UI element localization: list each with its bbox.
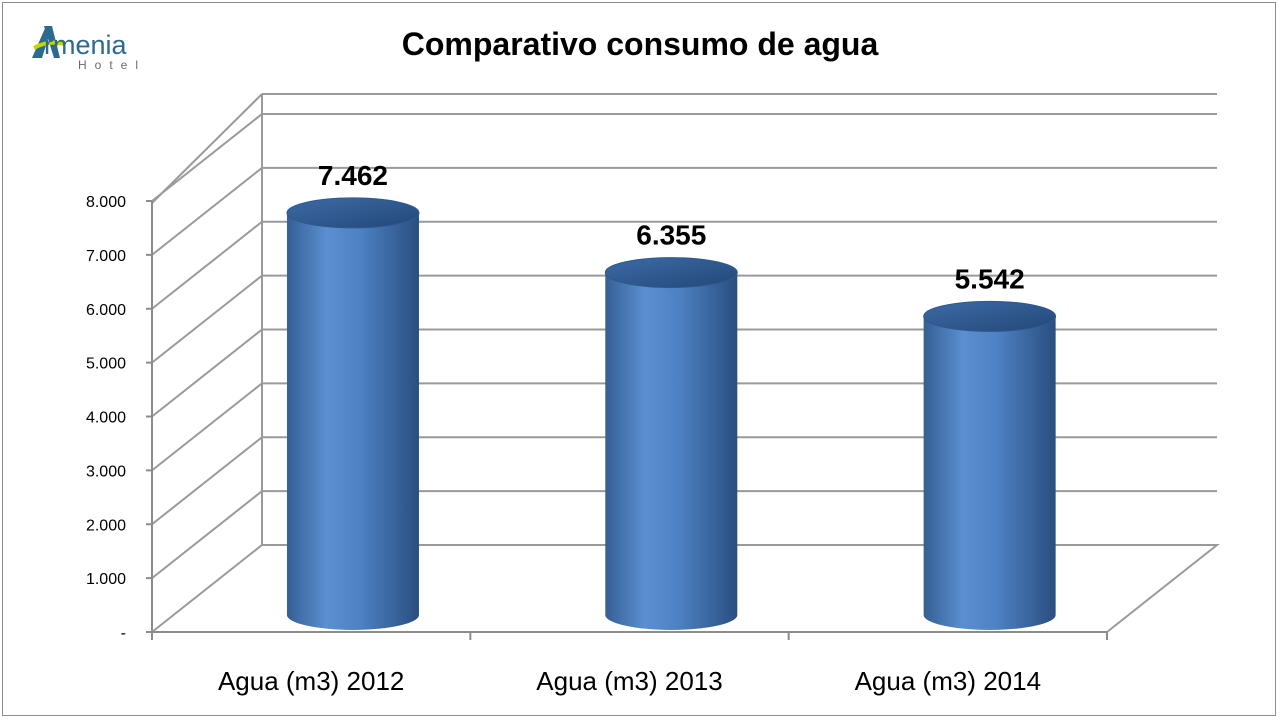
bar-top: [923, 300, 1057, 332]
chart-title: Comparativo consumo de agua: [401, 26, 879, 62]
bar-value-label: 6.355: [636, 220, 706, 251]
y-tick-label: -: [121, 625, 126, 642]
x-axis-labels: Agua (m3) 2012 Agua (m3) 2013 Agua (m3) 20…: [218, 666, 1041, 696]
gridline: [151, 166, 1217, 256]
bar: [923, 300, 1057, 630]
gridlines: [151, 113, 1217, 579]
gridline: [151, 328, 1217, 418]
y-tick-label: 1.000: [86, 571, 126, 588]
bar-body: [286, 212, 419, 630]
gridline: [151, 490, 1217, 579]
bar-body: [605, 272, 738, 630]
y-tick-label: 4.000: [86, 410, 126, 427]
bars: 7.462 6.355 5.542: [286, 160, 1057, 630]
bar: [604, 257, 738, 630]
bar-body: [923, 316, 1056, 630]
bar: [286, 197, 420, 630]
bar-value-label: 7.462: [318, 160, 388, 191]
bar-top: [286, 197, 420, 229]
y-tick-label: 6.000: [86, 302, 126, 319]
logo-subtitle: Hotel: [78, 58, 147, 72]
x-tick-label: Agua (m3) 2014: [855, 666, 1041, 696]
hotel-logo: rmenia Hotel: [30, 20, 180, 80]
floor-outline: [151, 544, 1220, 633]
bar-top: [604, 257, 738, 289]
gridline: [151, 436, 1217, 526]
logo-a-icon: [32, 26, 65, 58]
y-tick-label: 2.000: [86, 517, 126, 534]
y-tick-label: 5.000: [86, 356, 126, 373]
gridline: [151, 113, 1217, 202]
y-axis-ticks: - 1.000 2.000 3.000 4.000 5.000 6.000 7.000 8.00…: [86, 194, 152, 642]
gridline: [151, 220, 1217, 310]
chart-walls: [151, 93, 1220, 633]
x-tick-label: Agua (m3) 2013: [536, 666, 722, 696]
y-tick-label: 8.000: [86, 194, 126, 211]
gridline: [151, 274, 1217, 364]
logo-name: rmenia: [44, 30, 127, 60]
x-tick-label: Agua (m3) 2012: [218, 666, 404, 696]
y-tick-label: 3.000: [86, 463, 126, 480]
side-wall-top-edge: [151, 93, 263, 204]
gridline: [151, 382, 1217, 472]
y-tick-label: 7.000: [86, 248, 126, 265]
bar-value-label: 5.542: [955, 263, 1025, 294]
